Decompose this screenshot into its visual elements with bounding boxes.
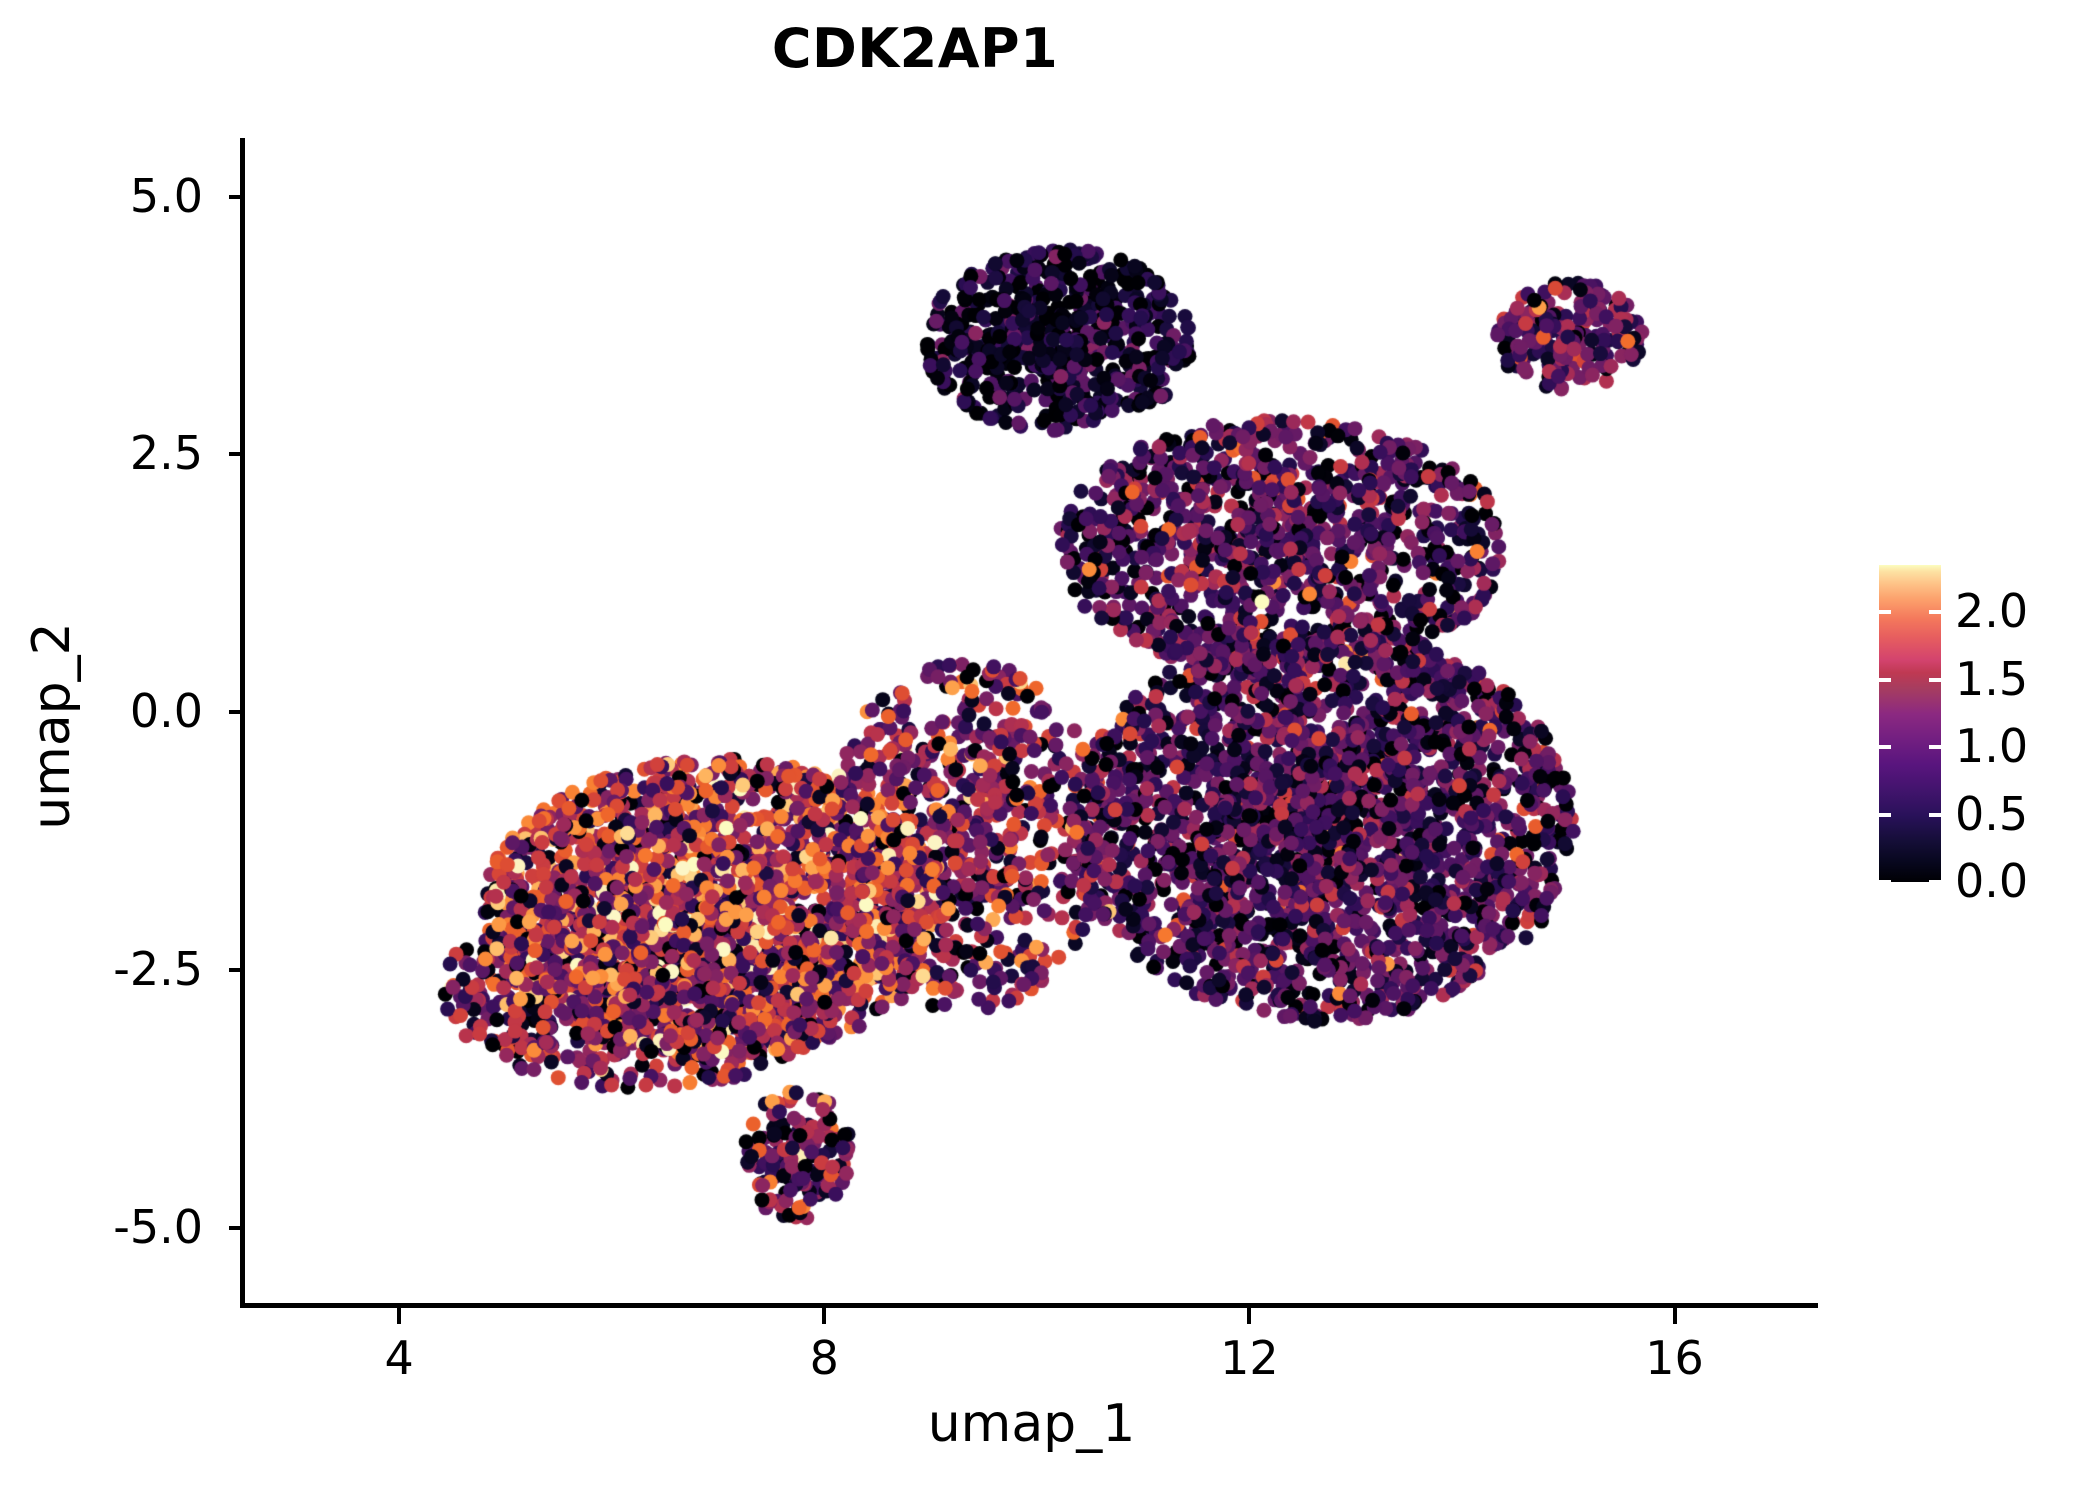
x-axis-spine xyxy=(240,1303,1818,1308)
x-tick-mark xyxy=(1672,1308,1677,1324)
colorbar-tick-mark xyxy=(1879,677,1891,682)
y-tick-mark xyxy=(229,710,245,715)
x-tick-label: 16 xyxy=(1645,1331,1704,1385)
x-axis-label: umap_1 xyxy=(927,1394,1136,1454)
colorbar-tick-mark xyxy=(1879,880,1891,884)
colorbar-tick-mark xyxy=(1929,745,1941,750)
y-axis-spine xyxy=(240,138,245,1308)
y-tick-label: 5.0 xyxy=(129,168,203,223)
x-tick-mark xyxy=(822,1308,827,1324)
colorbar-tick-label: 2.0 xyxy=(1955,584,2029,639)
colorbar-gradient xyxy=(1879,565,1941,882)
y-tick-mark xyxy=(229,1225,245,1230)
y-tick-mark xyxy=(229,194,245,199)
colorbar-tick-mark xyxy=(1929,610,1941,615)
y-tick-mark xyxy=(229,967,245,972)
colorbar-tick-mark xyxy=(1929,812,1941,817)
x-tick-label: 8 xyxy=(809,1331,839,1385)
plot-axes-area[interactable] xyxy=(245,140,1818,1305)
x-tick-mark xyxy=(397,1308,402,1324)
colorbar-tick-mark xyxy=(1929,880,1941,884)
scatter-plot-canvas xyxy=(245,140,1818,1305)
x-tick-label: 12 xyxy=(1220,1331,1279,1385)
colorbar[interactable]: 2.0 1.5 1.0 0.5 0.0 xyxy=(1879,565,2099,904)
colorbar-tick-label: 0.5 xyxy=(1955,786,2029,841)
y-axis-label: umap_2 xyxy=(22,622,82,830)
y-tick-label: 2.5 xyxy=(129,426,203,481)
colorbar-tick-mark xyxy=(1879,610,1891,615)
colorbar-tick-label: 1.0 xyxy=(1955,719,2029,774)
y-tick-label: -2.5 xyxy=(113,941,203,996)
y-tick-label: 0.0 xyxy=(129,684,203,739)
colorbar-tick-mark xyxy=(1929,677,1941,682)
y-tick-label: -5.0 xyxy=(113,1199,203,1254)
colorbar-tick-mark xyxy=(1879,745,1891,750)
y-tick-mark xyxy=(229,452,245,457)
colorbar-tick-label: 1.5 xyxy=(1955,651,2029,706)
x-tick-mark xyxy=(1247,1308,1252,1324)
page-title: CDK2AP1 xyxy=(771,17,1059,80)
x-tick-label: 4 xyxy=(384,1331,414,1385)
colorbar-tick-label: 0.0 xyxy=(1955,854,2029,908)
colorbar-tick-mark xyxy=(1879,812,1891,817)
